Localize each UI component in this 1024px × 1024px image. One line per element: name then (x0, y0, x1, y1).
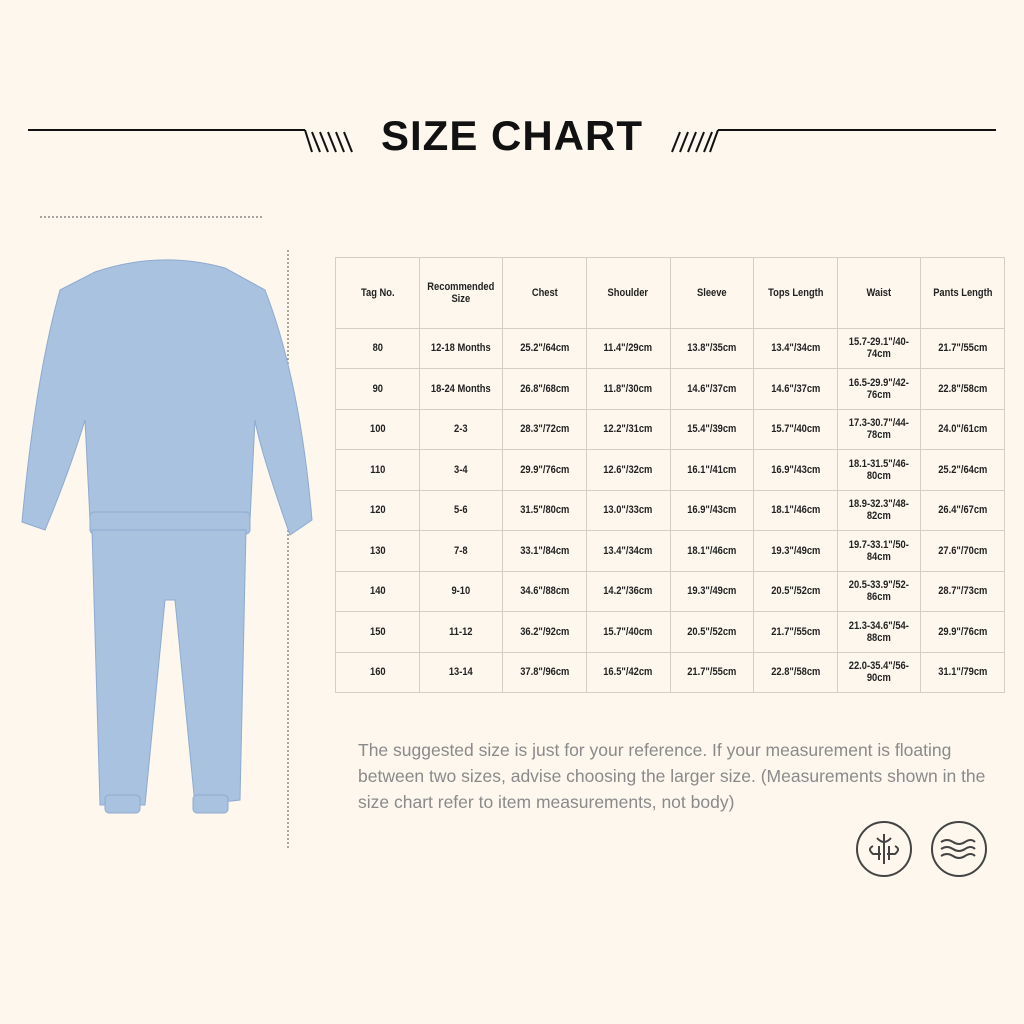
table-cell: 18.1"/46cm (759, 489, 832, 531)
table-cell: 29.9"/76cm (926, 611, 999, 653)
table-cell: 28.7"/73cm (926, 570, 999, 612)
table-cell: 13-14 (424, 651, 497, 693)
table-cell: 25.2"/64cm (926, 449, 999, 491)
table-cell: 34.6"/88cm (508, 570, 581, 612)
table-cell: 15.7"/40cm (592, 611, 665, 653)
table-cell: 15.7"/40cm (759, 408, 832, 450)
table-cell: 26.4"/67cm (926, 489, 999, 531)
table-cell: 16.5-29.9"/42-76cm (843, 368, 916, 410)
table-header-row: Tag No. Recommended Size Chest Shoulder … (336, 257, 1005, 329)
table-cell: 3-4 (424, 449, 497, 491)
header-recommended-size: Recommended Size (424, 257, 497, 329)
table-cell: 21.7"/55cm (926, 327, 999, 369)
table-cell: 13.8"/35cm (675, 327, 748, 369)
feature-icons (856, 821, 987, 877)
table-cell: 19.3"/49cm (759, 530, 832, 572)
table-cell: 12-18 Months (424, 327, 497, 369)
table-cell: 16.9"/43cm (675, 489, 748, 531)
table-cell: 13.4"/34cm (592, 530, 665, 572)
soft-wave-icon (931, 821, 987, 877)
table-cell: 12.2"/31cm (592, 408, 665, 450)
table-row: 140 9-10 34.6"/88cm 14.2"/36cm 19.3"/49cm 20.… (336, 570, 1005, 612)
table-cell: 22.0-35.4"/56-90cm (843, 651, 916, 693)
table-cell: 80 (341, 327, 414, 369)
table-cell: 21.3-34.6"/54-88cm (843, 611, 916, 653)
table-cell: 110 (341, 449, 414, 491)
table-cell: 2-3 (424, 408, 497, 450)
table-cell: 130 (341, 530, 414, 572)
table-cell: 36.2"/92cm (508, 611, 581, 653)
table-cell: 18.1"/46cm (675, 530, 748, 572)
table-cell: 160 (341, 651, 414, 693)
header-tops-length: Tops Length (759, 257, 832, 329)
table-cell: 21.7"/55cm (759, 611, 832, 653)
table-cell: 22.8"/58cm (926, 368, 999, 410)
table-cell: 20.5"/52cm (675, 611, 748, 653)
table-cell: 13.0"/33cm (592, 489, 665, 531)
table-cell: 90 (341, 368, 414, 410)
table-cell: 31.5"/80cm (508, 489, 581, 531)
table-cell: 16.5"/42cm (592, 651, 665, 693)
header-chest: Chest (508, 257, 581, 329)
table-cell: 25.2"/64cm (508, 327, 581, 369)
header-tag: Tag No. (341, 257, 414, 329)
table-cell: 18.9-32.3"/48-82cm (843, 489, 916, 531)
table-row: 90 18-24 Months 26.8"/68cm 11.8"/30cm 14.6"/… (336, 368, 1005, 410)
table-cell: 27.6"/70cm (926, 530, 999, 572)
table-cell: 7-8 (424, 530, 497, 572)
size-table: Tag No. Recommended Size Chest Shoulder … (335, 257, 1005, 693)
table-cell: 33.1"/84cm (508, 530, 581, 572)
page-title: SIZE CHART (381, 112, 643, 159)
table-cell: 11.4"/29cm (592, 327, 665, 369)
table-row: 110 3-4 29.9"/76cm 12.6"/32cm 16.1"/41cm 16.9… (336, 449, 1005, 491)
fleece-icon (856, 821, 912, 877)
table-cell: 21.7"/55cm (675, 651, 748, 693)
table-cell: 11.8"/30cm (592, 368, 665, 410)
table-cell: 9-10 (424, 570, 497, 612)
table-cell: 17.3-30.7"/44-78cm (843, 408, 916, 450)
table-cell: 11-12 (424, 611, 497, 653)
table-cell: 19.3"/49cm (675, 570, 748, 612)
table-cell: 120 (341, 489, 414, 531)
table-row: 160 13-14 37.8"/96cm 16.5"/42cm 21.7"/55cm 22… (336, 651, 1005, 693)
table-cell: 12.6"/32cm (592, 449, 665, 491)
pajama-image (21, 259, 313, 814)
table-cell: 16.1"/41cm (675, 449, 748, 491)
table-cell: 19.7-33.1"/50-84cm (843, 530, 916, 572)
table-row: 100 2-3 28.3"/72cm 12.2"/31cm 15.4"/39cm 15.7… (336, 408, 1005, 450)
table-cell: 24.0"/61cm (926, 408, 999, 450)
table-cell: 16.9"/43cm (759, 449, 832, 491)
table-cell: 15.7-29.1"/40-74cm (843, 327, 916, 369)
table-cell: 15.4"/39cm (675, 408, 748, 450)
table-cell: 18-24 Months (424, 368, 497, 410)
table-row: 150 11-12 36.2"/92cm 15.7"/40cm 20.5"/52cm 21… (336, 611, 1005, 653)
table-cell: 5-6 (424, 489, 497, 531)
table-row: 120 5-6 31.5"/80cm 13.0"/33cm 16.9"/43cm 18.1… (336, 489, 1005, 531)
table-cell: 22.8"/58cm (759, 651, 832, 693)
table-cell: 20.5"/52cm (759, 570, 832, 612)
table-cell: 140 (341, 570, 414, 612)
table-cell: 29.9"/76cm (508, 449, 581, 491)
header-waist: Waist (843, 257, 916, 329)
header-sleeve: Sleeve (675, 257, 748, 329)
table-cell: 18.1-31.5"/46-80cm (843, 449, 916, 491)
table-cell: 100 (341, 408, 414, 450)
table-cell: 14.6"/37cm (675, 368, 748, 410)
size-note: The suggested size is just for your refe… (358, 740, 986, 812)
table-cell: 14.6"/37cm (759, 368, 832, 410)
table-cell: 14.2"/36cm (592, 570, 665, 612)
table-cell: 37.8"/96cm (508, 651, 581, 693)
table-row: 130 7-8 33.1"/84cm 13.4"/34cm 18.1"/46cm 19.3… (336, 530, 1005, 572)
header-shoulder: Shoulder (592, 257, 665, 329)
table-row: 80 12-18 Months 25.2"/64cm 11.4"/29cm 13.8"/… (336, 327, 1005, 369)
table-cell: 31.1"/79cm (926, 651, 999, 693)
table-cell: 26.8"/68cm (508, 368, 581, 410)
table-cell: 13.4"/34cm (759, 327, 832, 369)
table-cell: 20.5-33.9"/52-86cm (843, 570, 916, 612)
table-cell: 150 (341, 611, 414, 653)
table-cell: 28.3"/72cm (508, 408, 581, 450)
header-pants-length: Pants Length (926, 257, 999, 329)
